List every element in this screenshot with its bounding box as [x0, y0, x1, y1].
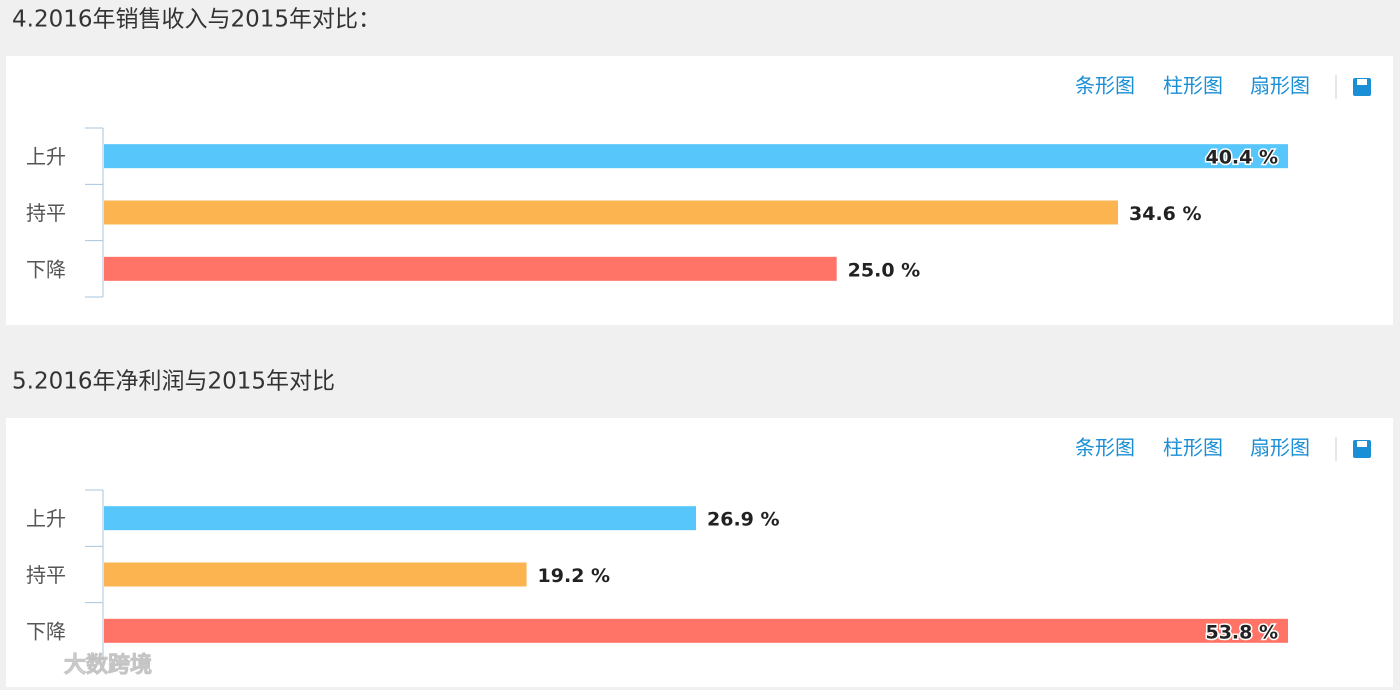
save-icon-slot — [1357, 441, 1367, 447]
category-label: 下降 — [26, 257, 66, 281]
toolbar-link[interactable]: 柱形图 — [1163, 74, 1223, 98]
value-label: 25.0 % — [848, 259, 921, 281]
toolbar-link[interactable]: 条形图 — [1075, 436, 1135, 460]
section-title: 4.2016年销售收入与2015年对比： — [12, 7, 381, 33]
value-label: 40.4 % — [1205, 147, 1278, 169]
category-label: 上升 — [26, 507, 66, 531]
bar — [104, 256, 837, 281]
toolbar-link[interactable]: 柱形图 — [1163, 436, 1223, 460]
category-label: 持平 — [26, 201, 66, 225]
save-icon-slot — [1357, 79, 1367, 85]
toolbar-link[interactable]: 扇形图 — [1250, 436, 1310, 460]
value-label: 34.6 % — [1129, 203, 1202, 225]
bar — [104, 200, 1119, 225]
value-label: 19.2 % — [538, 565, 611, 587]
bar — [104, 618, 1288, 643]
toolbar-link[interactable]: 条形图 — [1075, 74, 1135, 98]
value-label: 53.8 % — [1205, 621, 1278, 643]
category-label: 下降 — [26, 619, 66, 643]
category-label: 持平 — [26, 563, 66, 587]
bar — [104, 506, 696, 531]
watermark: 大数跨境 — [64, 652, 152, 678]
category-label: 上升 — [26, 145, 66, 169]
bar — [104, 562, 527, 587]
toolbar-link[interactable]: 扇形图 — [1250, 74, 1310, 98]
section-title: 5.2016年净利润与2015年对比 — [12, 369, 335, 395]
bar — [104, 144, 1288, 169]
value-label: 26.9 % — [707, 509, 780, 531]
